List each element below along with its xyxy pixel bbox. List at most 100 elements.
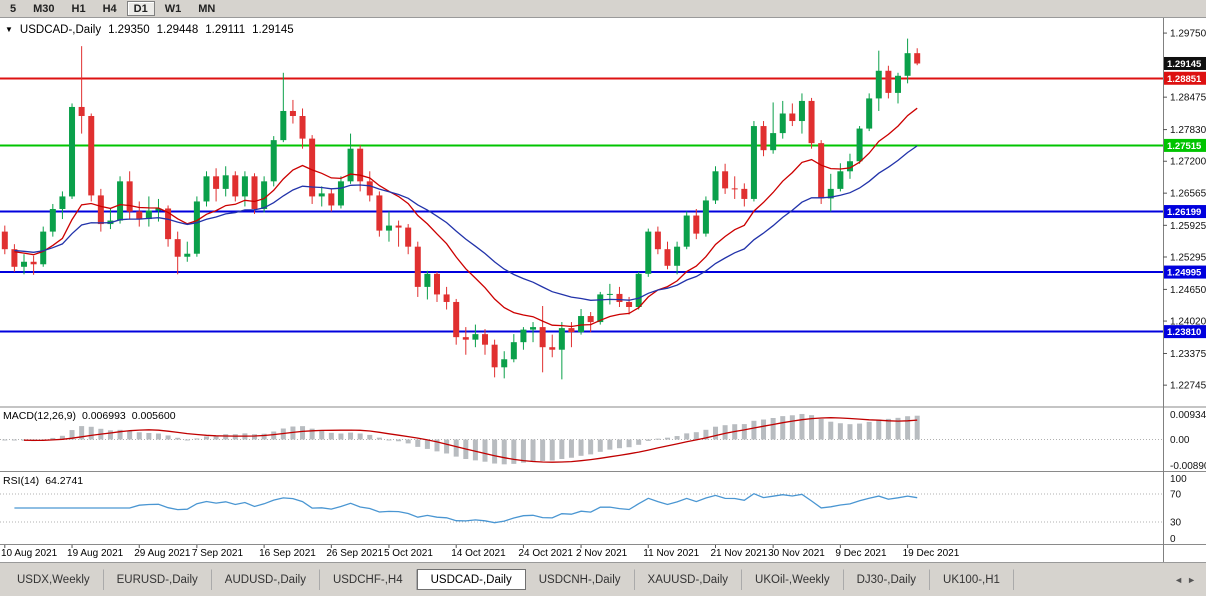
timeframe-button-w1[interactable]: W1 (164, 3, 182, 15)
chart-tab-dj30-daily[interactable]: DJ30-,Daily (844, 569, 931, 590)
macd-bar (50, 437, 56, 440)
date-label: 24 Oct 2021 (518, 548, 573, 559)
chart-plot-background[interactable] (0, 18, 1206, 562)
rsi-axis-label: 70 (1170, 490, 1182, 501)
ohlc-high: 1.29448 (156, 24, 199, 36)
macd-bar (549, 439, 555, 461)
chart-tab-usdcnh-daily[interactable]: USDCNH-,Daily (526, 569, 635, 590)
chart-tab-ukoil-weekly[interactable]: UKOil-,Weekly (742, 569, 844, 590)
candle-body (357, 148, 364, 182)
candle-body (299, 116, 306, 139)
price-badge-support (1164, 265, 1206, 279)
timeframe-button-mn[interactable]: MN (198, 3, 216, 15)
candle-body (875, 70, 882, 99)
timeframe-button-d1[interactable]: D1 (126, 1, 155, 16)
price-tick-label: 1.24020 (1170, 317, 1206, 328)
macd-bar (684, 433, 690, 440)
chart-tab-usdcad-daily[interactable]: USDCAD-,Daily (416, 569, 526, 590)
macd-bar (357, 433, 363, 440)
macd-bar (780, 416, 786, 440)
macd-bar (69, 430, 75, 440)
price-badge-label: 1.27515 (1167, 141, 1202, 152)
macd-main-value: 0.006993 (81, 410, 126, 422)
price-tick-label: 1.25925 (1170, 221, 1206, 232)
date-label: 21 Nov 2021 (711, 548, 768, 559)
macd-bar (588, 439, 594, 455)
date-label: 14 Oct 2021 (451, 548, 506, 559)
candle-body (750, 126, 757, 199)
candle-body (626, 301, 633, 307)
candle-body (40, 231, 47, 265)
chart-tab-uk100-h1[interactable]: UK100-,H1 (930, 569, 1014, 590)
chart-tab-usdx-weekly[interactable]: USDX,Weekly (4, 569, 104, 590)
macd-bar (578, 439, 584, 456)
chart-tab-eurusd-daily[interactable]: EURUSD-,Daily (104, 569, 212, 590)
timeframe-button-m30[interactable]: M30 (33, 3, 55, 15)
tab-scroll-left-icon[interactable]: ◄ (1174, 574, 1184, 585)
candle-body (779, 113, 786, 134)
macd-bar (540, 439, 546, 461)
candle-body (280, 110, 287, 141)
tab-scroll-right-icon[interactable]: ► (1187, 574, 1196, 585)
chart-tab-usdchf-h4[interactable]: USDCHF-,H4 (320, 569, 417, 590)
macd-bar (828, 421, 834, 440)
macd-bar (636, 439, 642, 445)
candle-body (760, 126, 767, 151)
macd-bar (396, 439, 402, 442)
candle-body (289, 110, 296, 117)
macd-bar (386, 439, 392, 441)
date-label: 9 Dec 2021 (835, 548, 887, 559)
macd-bar (876, 419, 882, 440)
macd-signal-value: 0.005600 (131, 410, 176, 422)
macd-bar (837, 423, 843, 440)
candle-body (251, 176, 258, 209)
macd-bar (127, 430, 133, 440)
macd-bar (914, 415, 920, 440)
macd-bar (741, 424, 747, 440)
macd-bar (11, 439, 17, 441)
macd-bar (88, 426, 94, 440)
candle-body (145, 210, 152, 220)
timeframe-button-h4[interactable]: H4 (102, 3, 117, 15)
candle-body (789, 113, 796, 122)
timeframe-button-5[interactable]: 5 (10, 3, 17, 15)
candle-body (616, 293, 623, 302)
candle-body (798, 100, 805, 122)
price-badge-support (1164, 205, 1206, 219)
timeframe-button-h1[interactable]: H1 (71, 3, 86, 15)
chart-title: ▼ USDCAD-,Daily 1.29350 1.29448 1.29111 … (5, 24, 294, 36)
candle-body (568, 328, 575, 333)
macd-bar (309, 428, 315, 440)
price-axis-drag-area[interactable] (1163, 18, 1206, 562)
candle-body (558, 328, 565, 350)
candle-body (376, 195, 383, 231)
macd-bar (165, 435, 171, 440)
chart-tab-audusd-daily[interactable]: AUDUSD-,Daily (212, 569, 320, 590)
macd-bar (405, 439, 411, 444)
price-tick-label: 1.29750 (1170, 29, 1206, 40)
time-axis-drag-area[interactable] (0, 545, 1163, 562)
ohlc-low: 1.29111 (205, 24, 246, 36)
candle-body (818, 143, 825, 199)
candle-body (597, 294, 604, 323)
ohlc-close: 1.29145 (252, 24, 294, 36)
time-axis: 10 Aug 2021 19 Aug 2021 29 Aug 20217 Sep 2… (1, 545, 960, 559)
candle-body (885, 70, 892, 93)
candle-body (664, 249, 671, 266)
macd-bar (713, 426, 719, 440)
macd-bar (472, 439, 478, 461)
candle-body (30, 261, 37, 265)
chart-canvas[interactable]: 1.29750 1.28475 1.27830 1.27200 1.26565 1.259… (0, 18, 1206, 562)
ma-line-slow-blue (14, 145, 918, 301)
candle-body (808, 100, 815, 144)
price-badge-current-price (1164, 56, 1206, 70)
chart-tab-xauusd-daily[interactable]: XAUUSD-,Daily (635, 569, 743, 590)
rsi-value: 64.2741 (45, 475, 84, 487)
macd-bar (424, 439, 430, 449)
candle-body (914, 53, 921, 64)
ohlc-open: 1.29350 (108, 24, 150, 36)
macd-bar (905, 416, 911, 440)
date-label: 19 Aug 2021 (67, 548, 124, 559)
price-badge-support (1164, 138, 1206, 152)
chart-collapse-icon[interactable]: ▼ (5, 25, 13, 34)
